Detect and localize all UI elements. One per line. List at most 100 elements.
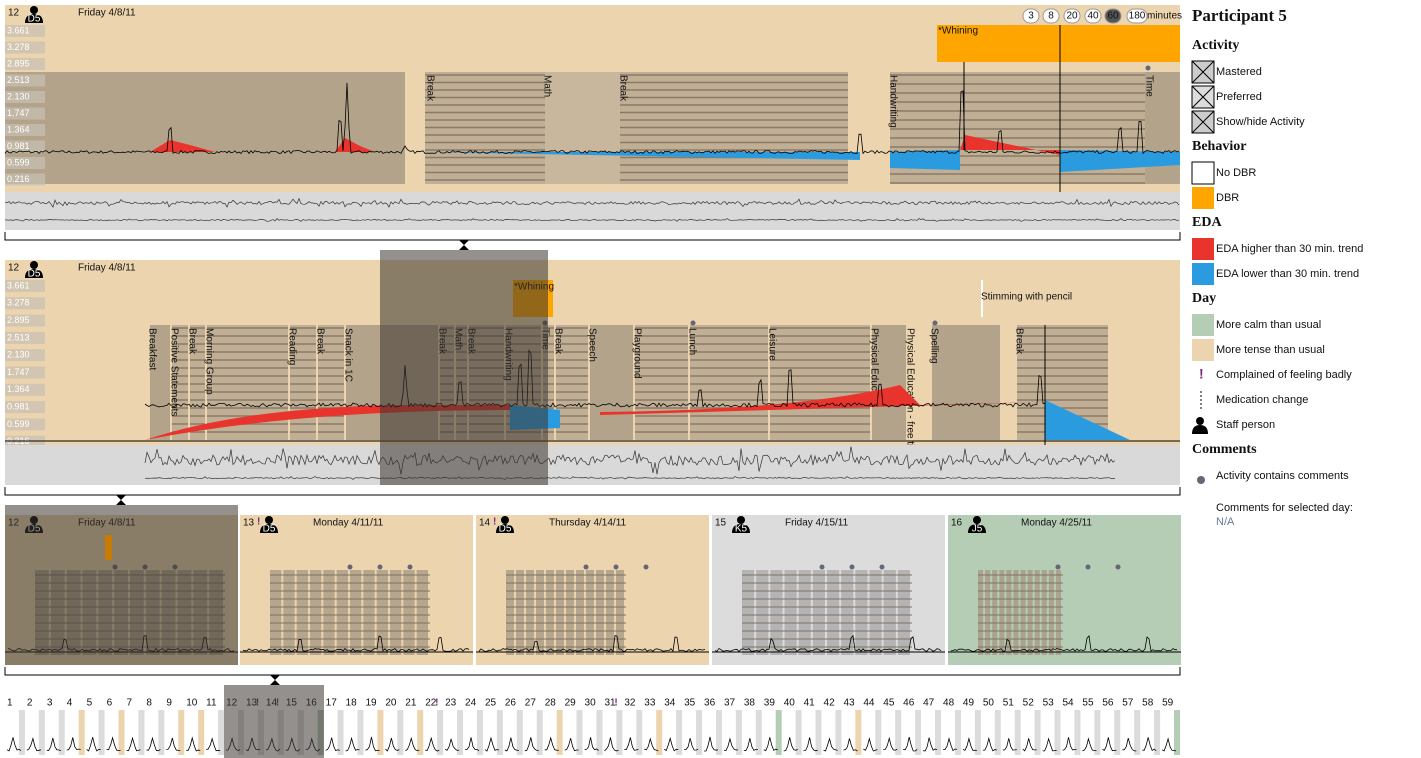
timeline-day-number[interactable]: 54 xyxy=(1063,698,1075,709)
eda-low xyxy=(1060,150,1180,172)
legend-item: EDA higher than 30 min. trend xyxy=(1216,243,1363,255)
eda-trace xyxy=(714,634,942,653)
timeline-day-number[interactable]: 27 xyxy=(525,698,537,709)
timeline-day-number[interactable]: 36 xyxy=(704,698,716,709)
eda-trace xyxy=(564,738,579,752)
timeline-day-number[interactable]: 53 xyxy=(1043,698,1055,709)
timeline-day-number[interactable]: 41 xyxy=(804,698,816,709)
eda-trace xyxy=(604,737,619,752)
zoom-label[interactable]: 3 xyxy=(1028,11,1034,22)
timeline-day-number[interactable]: 6 xyxy=(107,698,113,709)
zoom-button[interactable] xyxy=(1084,8,1102,24)
activity-block xyxy=(310,570,322,655)
y-label: 3.661 xyxy=(7,280,30,290)
activity-label: Break xyxy=(186,328,197,355)
activity-label: Break xyxy=(1013,328,1024,355)
timeline-day-number[interactable]: 38 xyxy=(744,698,756,709)
activity-label: Breakfast xyxy=(146,328,157,370)
timeline-day-number[interactable]: 1 xyxy=(7,698,13,709)
timeline-day-number[interactable]: 11 xyxy=(206,698,217,709)
timeline-day-number[interactable]: 51 xyxy=(1003,698,1015,709)
timeline-selection[interactable] xyxy=(224,685,324,758)
staff-head xyxy=(737,516,745,524)
legend-cross xyxy=(1191,85,1215,109)
legend-heading: Behavior xyxy=(1192,139,1246,154)
timeline-day-number[interactable]: 39 xyxy=(764,698,776,709)
timeline-bar xyxy=(895,710,902,755)
timeline-day-number[interactable]: 56 xyxy=(1102,698,1114,709)
timeline-day-number[interactable]: 28 xyxy=(545,698,557,709)
timeline-day-number[interactable]: 46 xyxy=(903,698,915,709)
zoom-selection[interactable] xyxy=(380,250,548,485)
timeline-day-number[interactable]: 45 xyxy=(883,698,895,709)
zoom-button[interactable] xyxy=(1126,8,1148,24)
timeline-day-number[interactable]: 49 xyxy=(963,698,975,709)
timeline-day-number[interactable]: 35 xyxy=(684,698,696,709)
timeline-day-number[interactable]: 24 xyxy=(465,698,477,709)
activity-block xyxy=(376,570,388,655)
timeline-day-number[interactable]: 9 xyxy=(166,698,172,709)
timeline-day-number[interactable]: 19 xyxy=(365,698,377,709)
timeline-bar xyxy=(576,710,583,755)
zoom-label[interactable]: 180 xyxy=(1129,11,1146,22)
timeline-day-number[interactable]: 23 xyxy=(445,698,457,709)
timeline-day-number[interactable]: 3 xyxy=(47,698,53,709)
comments-value: N/A xyxy=(1216,516,1235,528)
timeline-day-number[interactable]: 55 xyxy=(1082,698,1094,709)
behavior-dbr xyxy=(937,25,1180,62)
timeline-day-number[interactable]: 17 xyxy=(326,698,338,709)
timeline-day-number[interactable]: 42 xyxy=(824,698,836,709)
timeline-day-number[interactable]: 58 xyxy=(1142,698,1154,709)
timeline-day-number[interactable]: 57 xyxy=(1122,698,1134,709)
timeline-day-number[interactable]: 21 xyxy=(405,698,417,709)
zoom-button[interactable] xyxy=(1104,8,1122,24)
day-selection[interactable] xyxy=(5,505,238,665)
timeline-day-number[interactable]: 43 xyxy=(843,698,855,709)
timeline-day-number[interactable]: 47 xyxy=(923,698,935,709)
timeline-day-number[interactable]: 2 xyxy=(27,698,33,709)
staff-id: D5 xyxy=(263,524,276,535)
activity-block xyxy=(576,570,584,655)
eda-trace xyxy=(624,737,639,751)
zoom-label[interactable]: 8 xyxy=(1048,11,1054,22)
timeline-day-number[interactable]: 48 xyxy=(943,698,955,709)
timeline-day-number[interactable]: 5 xyxy=(87,698,93,709)
timeline-day-number[interactable]: 30 xyxy=(585,698,597,709)
timeline-day-number[interactable]: 52 xyxy=(1023,698,1035,709)
timeline-day-number[interactable]: 8 xyxy=(146,698,152,709)
zoom-button[interactable] xyxy=(1063,8,1081,24)
timeline-day-number[interactable]: 50 xyxy=(983,698,995,709)
staff-head xyxy=(501,516,509,524)
timeline-bar xyxy=(656,710,663,755)
timeline-day-number[interactable]: 44 xyxy=(863,698,875,709)
legend-item: Show/hide Activity xyxy=(1216,116,1305,128)
timeline-day-number[interactable]: 40 xyxy=(784,698,796,709)
timeline-day-number[interactable]: 31 xyxy=(604,698,616,709)
y-label-bg xyxy=(5,157,45,169)
zoom-label[interactable]: 40 xyxy=(1087,11,1099,22)
timeline-day-number[interactable]: 59 xyxy=(1162,698,1174,709)
timeline-day-number[interactable]: 10 xyxy=(186,698,198,709)
timeline-bar xyxy=(875,710,882,755)
staff-head xyxy=(30,6,38,14)
zoom-button[interactable] xyxy=(1022,8,1040,24)
activity-label: Leisure xyxy=(766,328,777,361)
y-label-bg xyxy=(5,74,45,87)
timeline-day-number[interactable]: 37 xyxy=(724,698,736,709)
zoom-button[interactable] xyxy=(1042,8,1060,24)
timeline-day-number[interactable]: 32 xyxy=(624,698,636,709)
timeline-day-number[interactable]: 7 xyxy=(126,698,132,709)
timeline-day-number[interactable]: 4 xyxy=(67,698,73,709)
timeline-day-number[interactable]: 33 xyxy=(644,698,656,709)
timeline-day-number[interactable]: 22 xyxy=(425,698,437,709)
timeline-day-number[interactable]: 29 xyxy=(565,698,577,709)
timeline-day-number[interactable]: 18 xyxy=(346,698,358,709)
timeline-day-number[interactable]: 34 xyxy=(664,698,676,709)
timeline-bar xyxy=(337,710,344,755)
timeline-day-number[interactable]: 26 xyxy=(505,698,517,709)
zoom-label[interactable]: 60 xyxy=(1107,11,1119,22)
timeline-day-number[interactable]: 25 xyxy=(485,698,497,709)
timeline-day-number[interactable]: 20 xyxy=(385,698,397,709)
activity-label: Lunch xyxy=(686,328,697,355)
zoom-label[interactable]: 20 xyxy=(1066,11,1078,22)
